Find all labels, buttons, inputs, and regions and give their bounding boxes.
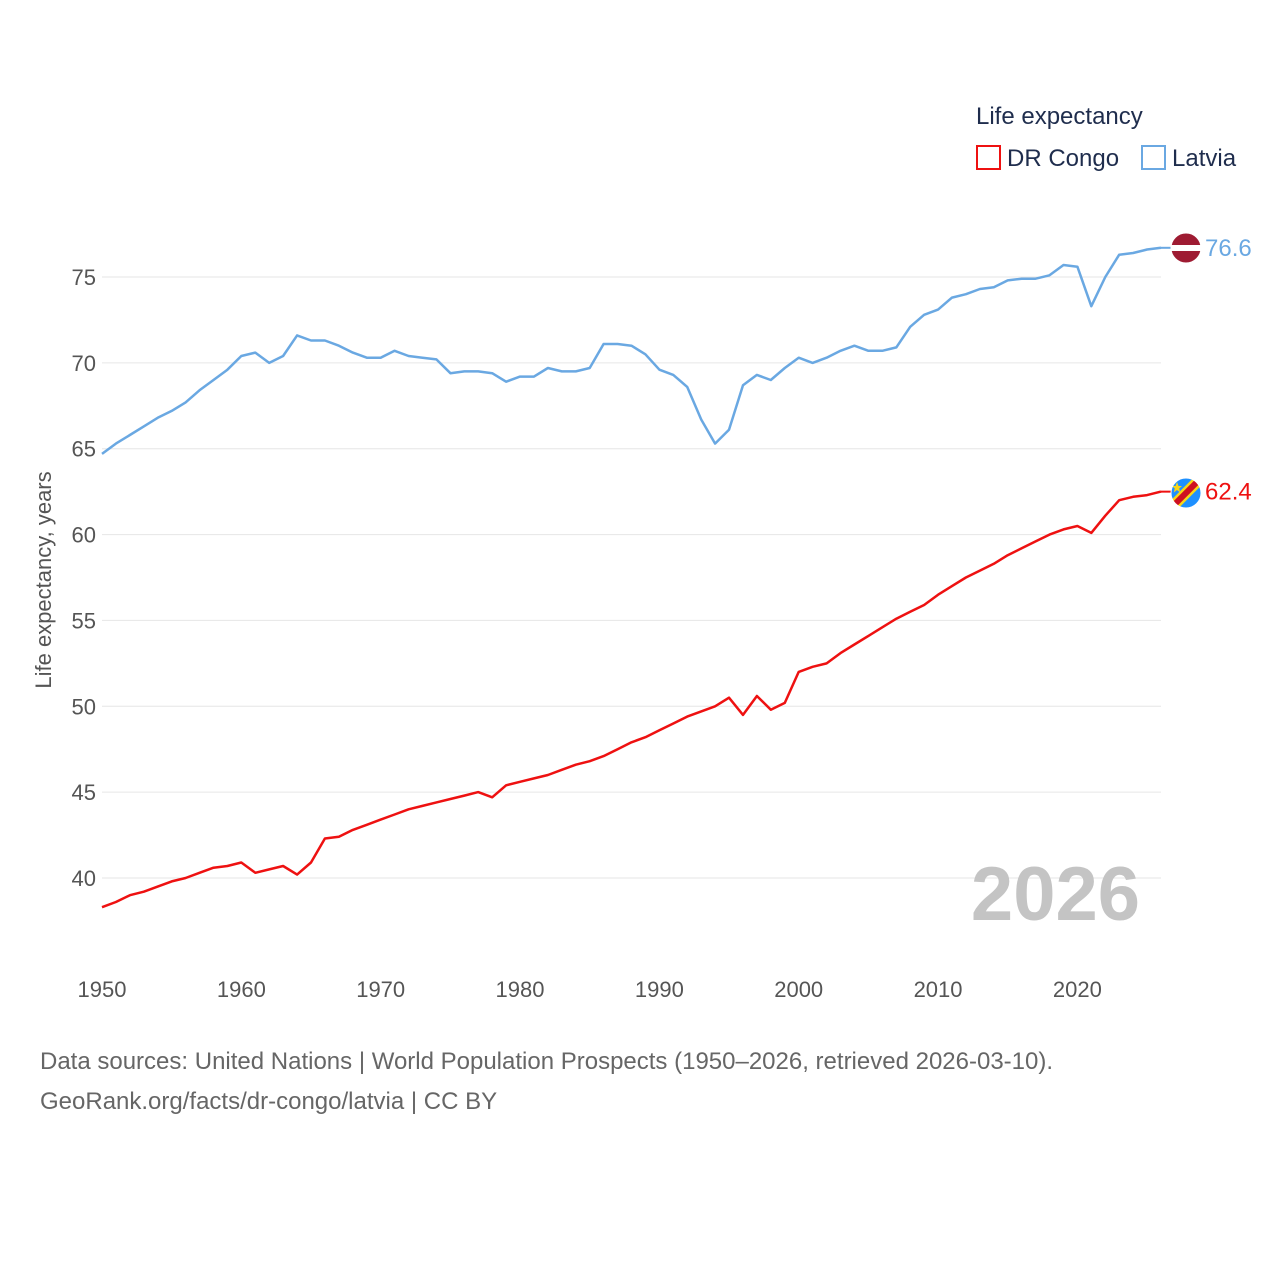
legend-label-latvia: Latvia [1172,145,1237,172]
y-tick-label-75: 75 [72,265,96,290]
x-axis-ticks: 1950 1960 1970 1980 1990 2000 2010 2020 [78,977,1102,1002]
x-tick-label-1960: 1960 [217,977,266,1002]
legend-item-latvia[interactable]: Latvia [1141,145,1237,172]
source-line-1: Data sources: United Nations | World Pop… [40,1048,1054,1075]
end-value-label-dr-congo: 62.4 [1205,479,1252,506]
legend-title: Life expectancy [976,103,1143,130]
legend-label-dr-congo: DR Congo [1007,145,1119,172]
dr-congo-flag-icon [1170,477,1202,509]
x-tick-label-2020: 2020 [1053,977,1102,1002]
grid-lines [102,276,1161,879]
x-tick-label-1950: 1950 [78,977,127,1002]
x-tick-label-2010: 2010 [914,977,963,1002]
legend-swatch-latvia [1141,145,1166,170]
y-tick-label-55: 55 [72,608,96,633]
source-line-2[interactable]: GeoRank.org/facts/dr-congo/latvia | CC B… [40,1088,498,1115]
source-note: Data sources: United Nations | World Pop… [40,1042,1053,1122]
y-tick-label-60: 60 [72,523,96,548]
latvia-flag-icon [1170,232,1202,264]
series-line-latvia [101,246,1162,455]
y-tick-label-70: 70 [72,351,96,376]
series-line-dr-congo [101,490,1162,909]
y-tick-label-65: 65 [72,437,96,462]
end-markers: 62.4 76.6 [1161,232,1252,509]
x-tick-label-1970: 1970 [356,977,405,1002]
end-value-label-latvia: 76.6 [1205,235,1252,262]
x-tick-label-1980: 1980 [496,977,545,1002]
legend: Life expectancy DR Congo Latvia [976,103,1237,172]
x-tick-label-1990: 1990 [635,977,684,1002]
y-tick-label-50: 50 [72,694,96,719]
y-tick-label-40: 40 [72,866,96,891]
year-watermark: 2026 [971,852,1140,937]
legend-item-dr-congo[interactable]: DR Congo [976,145,1119,172]
x-tick-label-2000: 2000 [774,977,823,1002]
y-axis-title: Life expectancy, years [31,471,56,688]
y-axis-ticks: 40 45 50 55 60 65 70 75 [72,265,96,891]
y-tick-label-45: 45 [72,780,96,805]
series-lines [101,246,1162,909]
legend-swatch-dr-congo [976,145,1001,170]
